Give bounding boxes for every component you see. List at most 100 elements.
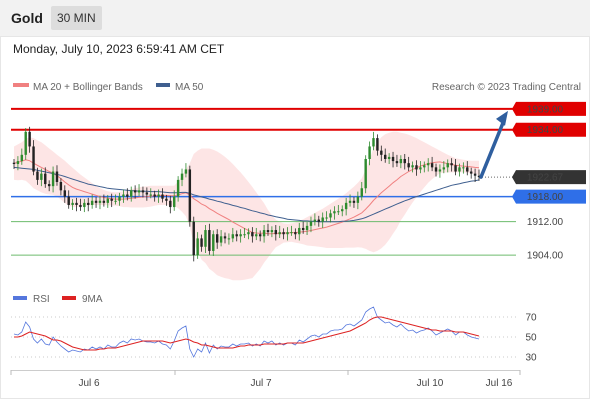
candle-body bbox=[270, 230, 274, 233]
candle-body bbox=[266, 230, 270, 233]
candle-body bbox=[44, 173, 47, 185]
candle-body bbox=[208, 230, 211, 251]
ma50-line bbox=[13, 166, 480, 223]
candle-body bbox=[215, 234, 219, 243]
candle-body bbox=[184, 169, 188, 174]
level-labels: 1939.00 1934.00 1922.67 1918.00 1912.00 1904.… bbox=[512, 101, 586, 262]
ma20-legend-swatch bbox=[13, 83, 29, 87]
candle-body bbox=[282, 232, 285, 235]
forecast-arrow-shaft bbox=[479, 121, 505, 179]
candle-body bbox=[368, 146, 371, 159]
ma20-legend-label: MA 20 + Bollinger Bands bbox=[33, 82, 143, 93]
candle-body bbox=[364, 158, 367, 189]
candle-body bbox=[473, 173, 477, 176]
candle-body bbox=[403, 158, 406, 164]
candle-body bbox=[430, 163, 434, 168]
candle-body bbox=[411, 165, 414, 168]
candle-body bbox=[133, 190, 137, 193]
candle-body bbox=[360, 188, 363, 197]
candle-body bbox=[301, 227, 305, 231]
candle-body bbox=[376, 138, 379, 151]
candle-body bbox=[106, 198, 109, 203]
rsi-tick-70: 70 bbox=[525, 313, 537, 324]
candle-body bbox=[47, 184, 51, 187]
candle-body bbox=[79, 204, 82, 208]
candle-body bbox=[446, 163, 449, 168]
candle-body bbox=[200, 238, 203, 247]
candle-body bbox=[149, 194, 152, 196]
candle-body bbox=[223, 236, 227, 239]
candle-body bbox=[294, 232, 297, 235]
candle-body bbox=[16, 161, 20, 165]
time-label-Jul-10: Jul 10 bbox=[417, 378, 444, 389]
candle-body bbox=[333, 211, 336, 214]
level-tag-1934.00 bbox=[512, 122, 586, 137]
forecast-arrow bbox=[479, 110, 508, 179]
level-tag-1939.00 bbox=[512, 101, 586, 116]
rsi-legend-label: RSI bbox=[33, 294, 50, 305]
candle-body bbox=[157, 194, 160, 197]
candle-body bbox=[438, 169, 442, 172]
candle-body bbox=[67, 196, 70, 205]
level-tag-1922.67 bbox=[512, 170, 586, 185]
candle-body bbox=[59, 181, 63, 191]
time-label-Jul-7: Jul 7 bbox=[250, 378, 272, 389]
candle-body bbox=[87, 202, 90, 205]
moving-averages bbox=[13, 159, 480, 235]
candle-body bbox=[426, 163, 430, 166]
candle-body bbox=[466, 167, 469, 172]
time-axis: Jul 6 Jul 7 Jul 10 Jul 16 bbox=[10, 370, 521, 389]
rsi-legend-swatch bbox=[13, 296, 27, 300]
ma9-line bbox=[14, 316, 480, 351]
candle-body bbox=[462, 167, 465, 169]
candle-body bbox=[227, 238, 231, 240]
candle-body bbox=[71, 202, 74, 205]
level-label-1939.00: 1939.00 bbox=[527, 104, 564, 115]
candle-body bbox=[165, 198, 168, 201]
candle-body bbox=[477, 175, 481, 178]
candle-body bbox=[141, 190, 145, 193]
candle-body bbox=[305, 225, 309, 231]
candle-body bbox=[98, 200, 102, 203]
candle-body bbox=[169, 200, 172, 208]
candle-body bbox=[419, 167, 422, 170]
candle-body bbox=[196, 238, 199, 256]
candle-body bbox=[24, 131, 27, 155]
candle-body bbox=[51, 171, 55, 187]
candle-body bbox=[251, 232, 254, 237]
candle-body bbox=[118, 196, 121, 201]
candle-body bbox=[137, 190, 141, 193]
rsi-tick-50: 50 bbox=[525, 333, 537, 344]
candle-body bbox=[239, 234, 242, 237]
ma20-line bbox=[13, 159, 480, 235]
candle-body bbox=[458, 167, 461, 172]
candle-body bbox=[298, 227, 301, 235]
candle-body bbox=[391, 156, 395, 162]
candle-body bbox=[122, 194, 125, 197]
candle-body bbox=[83, 202, 86, 208]
candle-body bbox=[309, 221, 313, 226]
candle-body bbox=[180, 173, 184, 180]
candle-body bbox=[352, 200, 356, 203]
bollinger-band-area bbox=[14, 131, 479, 281]
candle-body bbox=[90, 200, 94, 205]
candle-body bbox=[317, 219, 321, 222]
candle-body bbox=[243, 234, 246, 236]
candle-body bbox=[344, 202, 348, 210]
candle-body bbox=[231, 234, 235, 239]
timeframe-button[interactable]: 30 MIN bbox=[51, 6, 102, 30]
forecast-arrow-head bbox=[496, 110, 508, 126]
candle-body bbox=[290, 232, 293, 234]
candle-body bbox=[286, 232, 289, 235]
candle-body bbox=[407, 163, 410, 168]
chart-datetime: Monday, July 10, 2023 6:59:41 AM CET bbox=[13, 42, 225, 56]
level-label-1918.00: 1918.00 bbox=[527, 192, 564, 203]
candle-body bbox=[130, 190, 133, 197]
candle-body bbox=[219, 236, 223, 243]
candle-body bbox=[348, 200, 352, 203]
candle-body bbox=[94, 200, 98, 203]
candle-body bbox=[188, 169, 192, 222]
candle-body bbox=[110, 198, 113, 201]
candle-body bbox=[329, 213, 332, 218]
